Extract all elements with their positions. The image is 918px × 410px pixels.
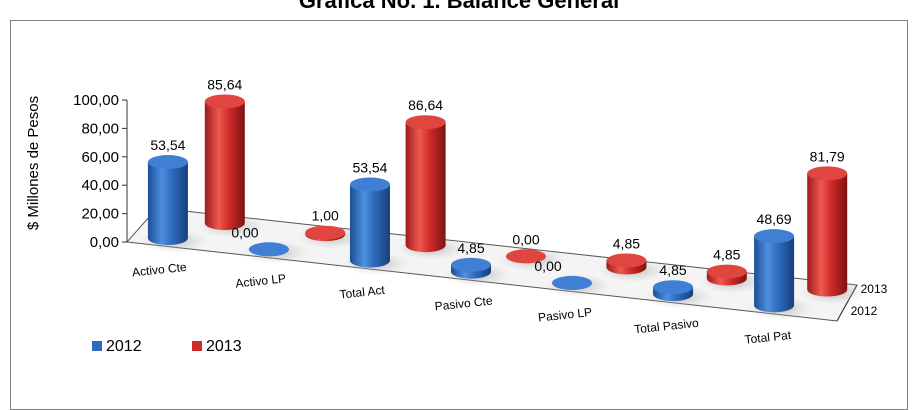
bar-2013-top (706, 264, 747, 279)
data-label-2013: 1,00 (312, 208, 339, 224)
legend-label: 2013 (206, 338, 242, 355)
bar-2012 (349, 184, 390, 268)
bar-2012 (147, 162, 188, 246)
bar-2013-top (405, 115, 446, 130)
category-label: Pasivo LP (537, 305, 592, 325)
data-label-2012: 53,54 (150, 137, 185, 153)
y-tick-label: 60,00 (81, 149, 119, 166)
y-tick-label: 0,00 (90, 234, 119, 251)
bar-2013-top (606, 253, 647, 268)
legend-label: 2012 (106, 338, 142, 355)
bar-2012-top (754, 229, 795, 244)
bar-2012-top (451, 257, 491, 272)
y-tick-label: 80,00 (81, 120, 119, 137)
depth-tick-label: 2012 (851, 304, 878, 318)
y-tick-label: 40,00 (81, 177, 119, 194)
data-label-2012: 4,85 (457, 240, 484, 256)
chart-title: Grafica No. 1. Balance General (298, 0, 620, 13)
bar-2013-top (807, 166, 848, 181)
y-axis-title: $ Millones de Pesos (25, 96, 42, 230)
legend-swatch (92, 341, 102, 351)
data-label-2012: 53,54 (352, 159, 387, 175)
bar-2013 (204, 101, 245, 231)
data-label-2013: 4,85 (613, 235, 640, 251)
data-label-2012: 4,85 (659, 262, 686, 278)
bar-2013-top (506, 249, 546, 264)
y-tick-label: 100,00 (73, 92, 119, 109)
bar-2013 (807, 173, 848, 297)
bar-2012-top (248, 242, 289, 257)
data-label-2012: 48,69 (757, 211, 792, 227)
bar-2012-top (147, 155, 188, 170)
bar-2012-top (552, 275, 593, 290)
data-label-2012: 0,00 (231, 224, 258, 240)
bar-2012-top (349, 177, 390, 192)
legend-swatch (192, 341, 202, 351)
bar-2013-top (305, 225, 346, 240)
data-label-2013: 4,85 (713, 247, 740, 263)
data-label-2013: 86,64 (408, 97, 443, 113)
category-label: Total Pasivo (634, 316, 700, 337)
chart-canvas: 0,00 20,00 40,00 60,00 80,00 100,00 $ Millones… (25, 76, 888, 355)
category-label: Activo LP (235, 271, 287, 290)
category-label: Total Pat (744, 328, 793, 347)
data-label-2013: 0,00 (512, 231, 539, 247)
data-label-2012: 0,00 (534, 258, 561, 274)
category-label: Activo Cte (131, 260, 187, 280)
y-tick-label: 20,00 (81, 206, 119, 223)
category-label: Pasivo Cte (434, 293, 493, 313)
data-label-2013: 81,79 (810, 148, 845, 164)
category-label: Total Act (339, 283, 386, 302)
bar-2012-top (653, 280, 694, 295)
bar-2013-top (204, 94, 245, 109)
depth-tick-label: 2013 (861, 282, 888, 296)
bar-2012 (754, 236, 795, 313)
bar-2013 (405, 122, 446, 253)
data-label-2013: 85,64 (207, 76, 242, 92)
